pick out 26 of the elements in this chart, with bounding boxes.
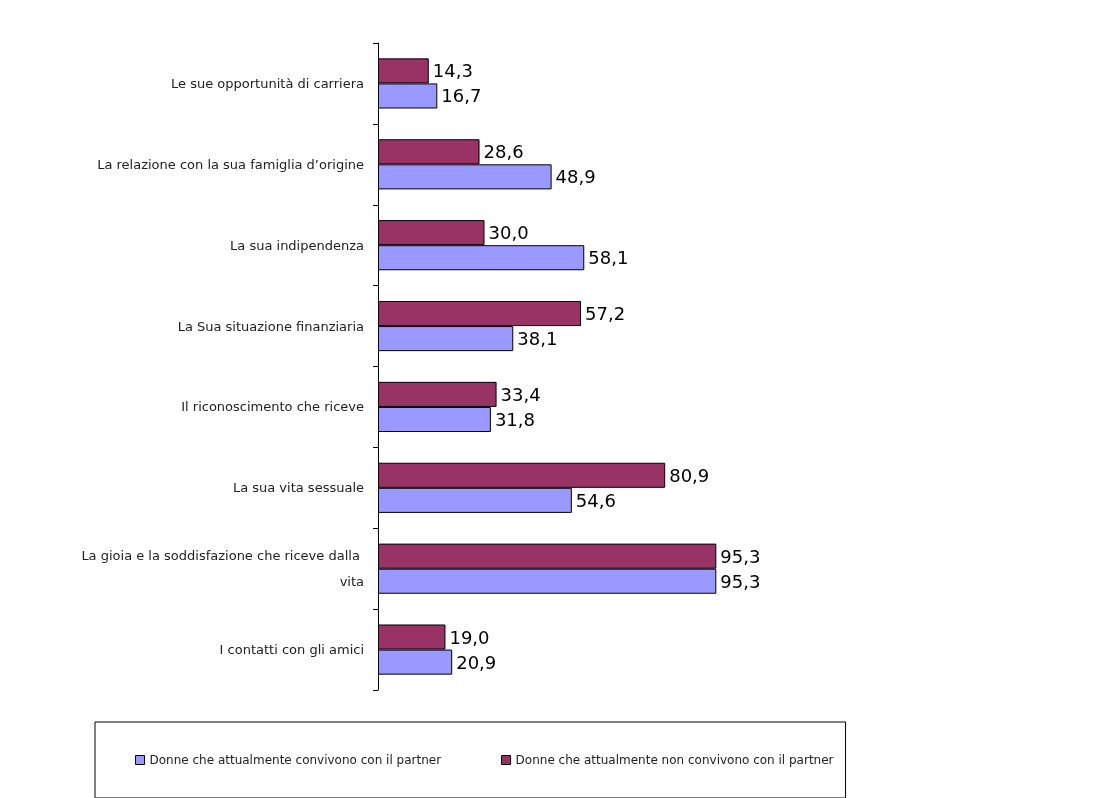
- y-tick-label: La gioia e la soddisfazione che riceve dalla vita: [81, 548, 364, 590]
- data-label: 48,9: [555, 166, 596, 188]
- y-tick-label: Il riconoscimento che riceve: [181, 399, 364, 415]
- data-label: 16,7: [441, 85, 482, 107]
- data-label: 95,3: [720, 545, 761, 567]
- y-tick-label: La sua vita sessuale: [232, 480, 364, 496]
- legend-label: Donne che attualmente non convivono con il partner: [515, 753, 834, 767]
- data-label: 58,1: [588, 247, 629, 269]
- legend-label: Donne che attualmente convivono con il partner: [149, 753, 442, 767]
- y-tick-label: I contatti con gli amici: [219, 642, 364, 658]
- data-label: 14,3: [432, 60, 473, 82]
- y-tick-label: Le sue opportunità di carriera: [171, 75, 364, 91]
- data-label: 38,1: [517, 328, 558, 350]
- data-label: 57,2: [585, 303, 626, 325]
- data-label: 95,3: [720, 570, 761, 592]
- data-label: 20,9: [456, 651, 497, 673]
- data-label: 19,0: [449, 626, 490, 648]
- data-label: 80,9: [669, 464, 710, 486]
- y-tick-label: La Sua situazione finanziaria: [177, 318, 364, 334]
- y-tick-label: La sua indipendenza: [230, 237, 364, 253]
- data-label: 30,0: [488, 222, 529, 244]
- data-label: 54,6: [575, 489, 616, 511]
- y-tick-label: La relazione con la sua famiglia d’origine: [97, 156, 364, 172]
- data-label: 31,8: [494, 408, 535, 430]
- data-label: 28,6: [483, 141, 524, 163]
- data-label: 33,4: [500, 383, 541, 405]
